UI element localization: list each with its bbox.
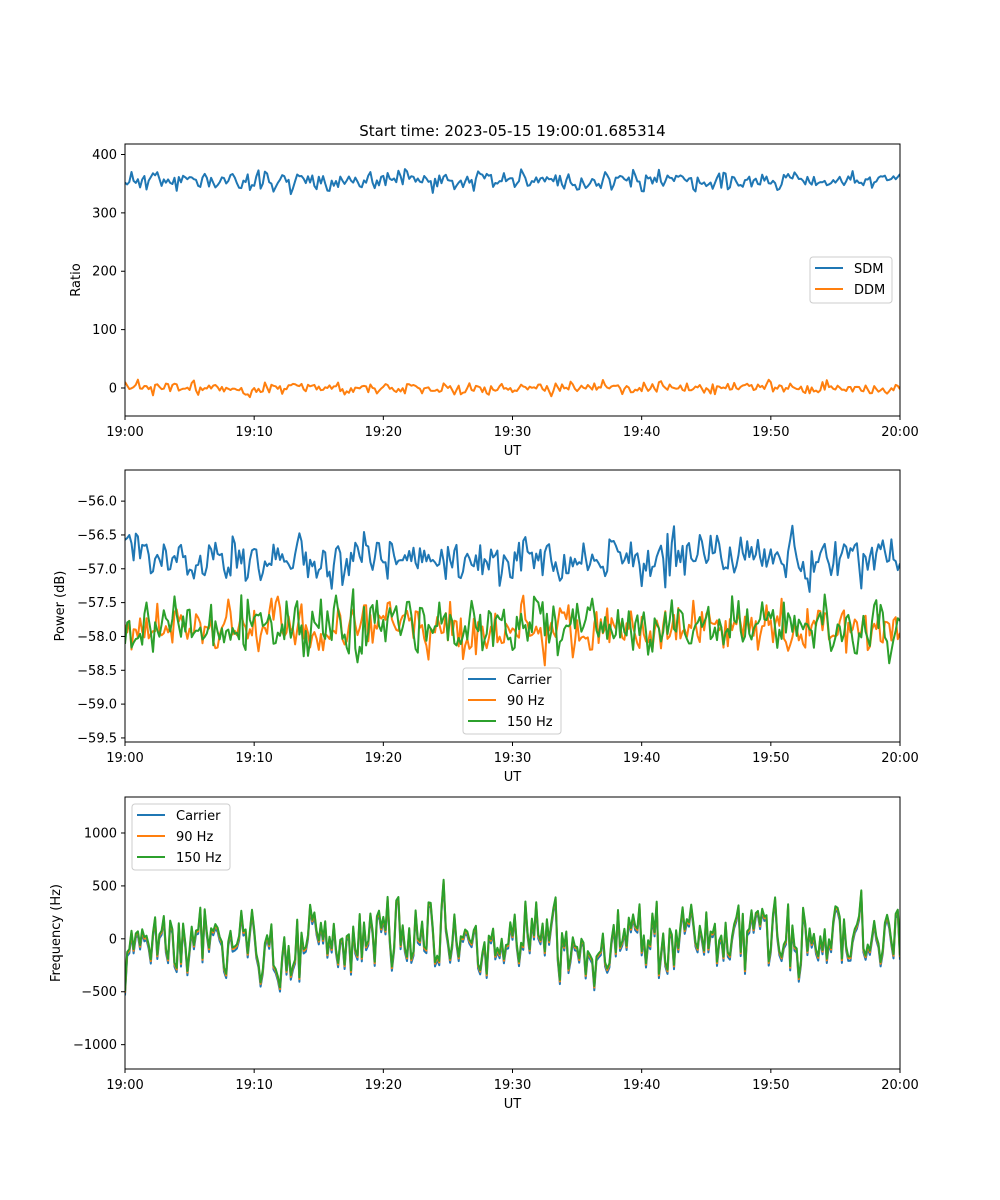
legend-label: 90 Hz — [176, 830, 213, 845]
chart-panel-3: 19:00 19:10 19:20 19:30 19:40 19:50 20:00 −1000… — [49, 796, 919, 1112]
legend-label: Carrier — [176, 809, 221, 824]
y-tick-label: −56.0 — [77, 495, 117, 510]
series-line-150-hz — [125, 588, 900, 665]
x-tick-label: 19:20 — [365, 425, 402, 440]
x-axis-label: UT — [504, 770, 522, 785]
legend-label: 150 Hz — [507, 715, 553, 730]
legend-box — [131, 803, 231, 871]
x-tick-label: 20:00 — [881, 751, 918, 766]
x-tick-label: 19:20 — [365, 751, 402, 766]
y-tick-label: −57.5 — [77, 596, 117, 611]
chart-panel-2: 19:00 19:10 19:20 19:30 19:40 19:50 20:00 −59.5… — [53, 469, 919, 785]
series-line-90-hz — [125, 594, 900, 667]
legend-label: SDM — [854, 262, 883, 277]
y-axis-label: Frequency (Hz) — [49, 884, 64, 982]
x-tick-label: 19:10 — [235, 1078, 272, 1093]
x-tick-label: 19:50 — [752, 751, 789, 766]
y-tick-label: 500 — [92, 879, 117, 894]
y-axis-label: Power (dB) — [53, 571, 68, 642]
x-tick-label: 19:50 — [752, 425, 789, 440]
series-line-carrier — [125, 883, 900, 996]
y-tick-label: −59.0 — [77, 698, 117, 713]
x-tick-label: 19:50 — [752, 1078, 789, 1093]
y-tick-label: −58.0 — [77, 630, 117, 645]
x-tick-label: 19:20 — [365, 1078, 402, 1093]
x-tick-label: 19:40 — [623, 425, 660, 440]
chart-panel-1: 19:00 19:10 19:20 19:30 19:40 19:50 20:00 0 100 2… — [69, 122, 919, 459]
legend-box — [462, 667, 562, 735]
y-tick-label: 400 — [92, 148, 117, 163]
x-tick-label: 19:00 — [106, 1078, 143, 1093]
x-tick-label: 19:10 — [235, 751, 272, 766]
legend-label: 90 Hz — [507, 694, 544, 709]
series-line-carrier — [125, 524, 900, 593]
series-line-sdm — [125, 168, 900, 196]
series-line-90-hz — [125, 880, 900, 993]
y-axis-label: Ratio — [69, 263, 84, 296]
legend: Carrier 90 Hz 150 Hz — [131, 803, 231, 871]
legend-label: DDM — [854, 283, 885, 298]
series-line-ddm — [125, 378, 900, 399]
x-tick-label: 19:40 — [623, 751, 660, 766]
legend-label: Carrier — [507, 673, 552, 688]
legend-label: 150 Hz — [176, 851, 222, 866]
x-tick-label: 19:00 — [106, 751, 143, 766]
series-line-150-hz — [125, 878, 900, 992]
y-tick-label: 0 — [109, 381, 117, 396]
x-axis-label: UT — [504, 444, 522, 459]
y-tick-label: −1000 — [73, 1038, 117, 1053]
y-tick-label: −57.0 — [77, 562, 117, 577]
x-tick-label: 20:00 — [881, 425, 918, 440]
chart-title: Start time: 2023-05-15 19:00:01.685314 — [359, 122, 665, 140]
x-tick-label: 19:40 — [623, 1078, 660, 1093]
y-tick-label: −500 — [81, 985, 117, 1000]
y-tick-label: −58.5 — [77, 664, 117, 679]
y-tick-label: 100 — [92, 323, 117, 338]
legend: SDM DDM — [809, 256, 893, 304]
y-tick-label: 0 — [109, 932, 117, 947]
x-axis-label: UT — [504, 1097, 522, 1112]
x-tick-label: 19:00 — [106, 425, 143, 440]
y-tick-label: 200 — [92, 265, 117, 280]
y-tick-label: −56.5 — [77, 528, 117, 543]
legend: Carrier 90 Hz 150 Hz — [462, 667, 562, 735]
y-tick-label: 300 — [92, 206, 117, 221]
x-tick-label: 20:00 — [881, 1078, 918, 1093]
x-tick-label: 19:30 — [494, 751, 531, 766]
y-tick-label: 1000 — [84, 826, 117, 841]
x-tick-label: 19:30 — [494, 1078, 531, 1093]
x-tick-label: 19:30 — [494, 425, 531, 440]
x-tick-label: 19:10 — [235, 425, 272, 440]
y-tick-label: −59.5 — [77, 731, 117, 746]
